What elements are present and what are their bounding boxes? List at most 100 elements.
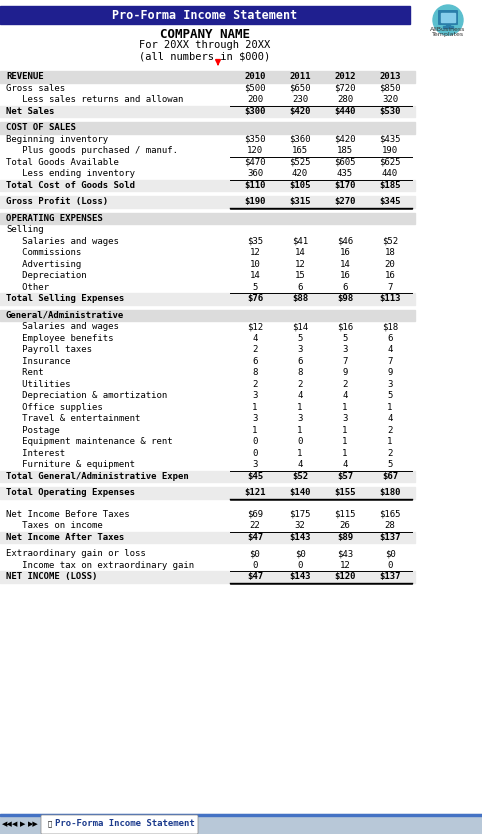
Text: 120: 120 — [247, 146, 263, 155]
Text: 420: 420 — [292, 169, 308, 178]
Text: 6: 6 — [388, 334, 393, 343]
Bar — [0, 6, 410, 24]
Bar — [443, 26, 453, 28]
Text: 5: 5 — [388, 460, 393, 470]
Text: $57: $57 — [337, 472, 353, 480]
Text: 190: 190 — [382, 146, 398, 155]
Text: 2013: 2013 — [379, 73, 401, 81]
Bar — [0, 71, 415, 83]
Text: Net Income After Taxes: Net Income After Taxes — [6, 533, 124, 542]
Bar — [0, 309, 415, 321]
Text: $420: $420 — [334, 135, 356, 143]
Text: 6: 6 — [252, 357, 258, 366]
Text: $345: $345 — [379, 198, 401, 206]
Text: $35: $35 — [247, 237, 263, 246]
Text: $300: $300 — [244, 107, 266, 116]
Text: 10: 10 — [250, 259, 260, 269]
Text: 2: 2 — [388, 425, 393, 435]
Text: $143: $143 — [289, 533, 311, 542]
Text: $650: $650 — [289, 83, 311, 93]
FancyBboxPatch shape — [438, 10, 458, 25]
Text: 360: 360 — [247, 169, 263, 178]
Text: Salaries and wages: Salaries and wages — [6, 322, 119, 331]
Text: 0: 0 — [252, 560, 258, 570]
Text: 1: 1 — [342, 437, 348, 446]
Text: 5: 5 — [388, 391, 393, 400]
Text: Payroll taxes: Payroll taxes — [6, 345, 92, 354]
Text: COST OF SALES: COST OF SALES — [6, 123, 76, 133]
Text: $105: $105 — [289, 181, 311, 190]
Text: ◀◀: ◀◀ — [1, 821, 13, 827]
Bar — [0, 814, 482, 834]
Text: $175: $175 — [289, 510, 311, 519]
Text: $18: $18 — [382, 322, 398, 331]
Text: 2012: 2012 — [334, 73, 356, 81]
Text: Postage: Postage — [6, 425, 60, 435]
Text: 9: 9 — [342, 369, 348, 377]
Text: $45: $45 — [247, 472, 263, 480]
Text: Pro-Forma Income Statement: Pro-Forma Income Statement — [112, 8, 297, 22]
Text: $69: $69 — [247, 510, 263, 519]
Text: $0: $0 — [250, 550, 260, 558]
Text: $143: $143 — [289, 572, 311, 581]
Text: 18: 18 — [385, 249, 395, 257]
Text: 1: 1 — [252, 425, 258, 435]
Text: Employee benefits: Employee benefits — [6, 334, 113, 343]
Text: $190: $190 — [244, 198, 266, 206]
Bar — [441, 13, 455, 22]
Text: Total Goods Available: Total Goods Available — [6, 158, 119, 167]
Text: 230: 230 — [292, 95, 308, 104]
Text: $525: $525 — [289, 158, 311, 167]
Text: 1: 1 — [297, 403, 303, 412]
Text: 280: 280 — [337, 95, 353, 104]
Text: 2: 2 — [388, 449, 393, 458]
Text: 8: 8 — [297, 369, 303, 377]
Text: $89: $89 — [337, 533, 353, 542]
Text: 1: 1 — [342, 449, 348, 458]
Text: Gross Profit (Loss): Gross Profit (Loss) — [6, 198, 108, 206]
Text: OPERATING EXPENSES: OPERATING EXPENSES — [6, 214, 103, 223]
Text: 2010: 2010 — [244, 73, 266, 81]
Bar — [446, 23, 450, 27]
Text: $360: $360 — [289, 135, 311, 143]
Text: Templates: Templates — [432, 32, 464, 37]
Text: $440: $440 — [334, 107, 356, 116]
Bar — [0, 571, 415, 582]
Text: 6: 6 — [342, 283, 348, 292]
Text: AllBusiness: AllBusiness — [430, 27, 466, 32]
Text: 3: 3 — [297, 414, 303, 423]
Bar — [0, 487, 415, 499]
Text: 440: 440 — [382, 169, 398, 178]
Text: Gross sales: Gross sales — [6, 83, 65, 93]
Text: $420: $420 — [289, 107, 311, 116]
Text: Pro-Forma Income Statement: Pro-Forma Income Statement — [54, 820, 194, 828]
Text: 4: 4 — [252, 334, 258, 343]
Text: 16: 16 — [340, 271, 350, 280]
Text: 8: 8 — [252, 369, 258, 377]
Text: Travel & entertainment: Travel & entertainment — [6, 414, 140, 423]
Text: $52: $52 — [292, 472, 308, 480]
Text: 🔖: 🔖 — [48, 821, 52, 827]
Text: $113: $113 — [379, 294, 401, 304]
Text: 6: 6 — [297, 283, 303, 292]
Text: 0: 0 — [388, 560, 393, 570]
Text: Rent: Rent — [6, 369, 44, 377]
Bar — [0, 213, 415, 224]
Text: $115: $115 — [334, 510, 356, 519]
Text: 435: 435 — [337, 169, 353, 178]
Text: 15: 15 — [295, 271, 306, 280]
Text: 16: 16 — [340, 249, 350, 257]
Text: 26: 26 — [340, 521, 350, 530]
Text: 5: 5 — [252, 283, 258, 292]
Text: $500: $500 — [244, 83, 266, 93]
Text: $67: $67 — [382, 472, 398, 480]
Text: 2: 2 — [342, 379, 348, 389]
Text: 32: 32 — [295, 521, 306, 530]
Text: $850: $850 — [379, 83, 401, 93]
Text: 20: 20 — [385, 259, 395, 269]
Text: 22: 22 — [250, 521, 260, 530]
Text: $0: $0 — [295, 550, 306, 558]
Text: 4: 4 — [388, 345, 393, 354]
Text: $315: $315 — [289, 198, 311, 206]
Text: Commissions: Commissions — [6, 249, 81, 257]
